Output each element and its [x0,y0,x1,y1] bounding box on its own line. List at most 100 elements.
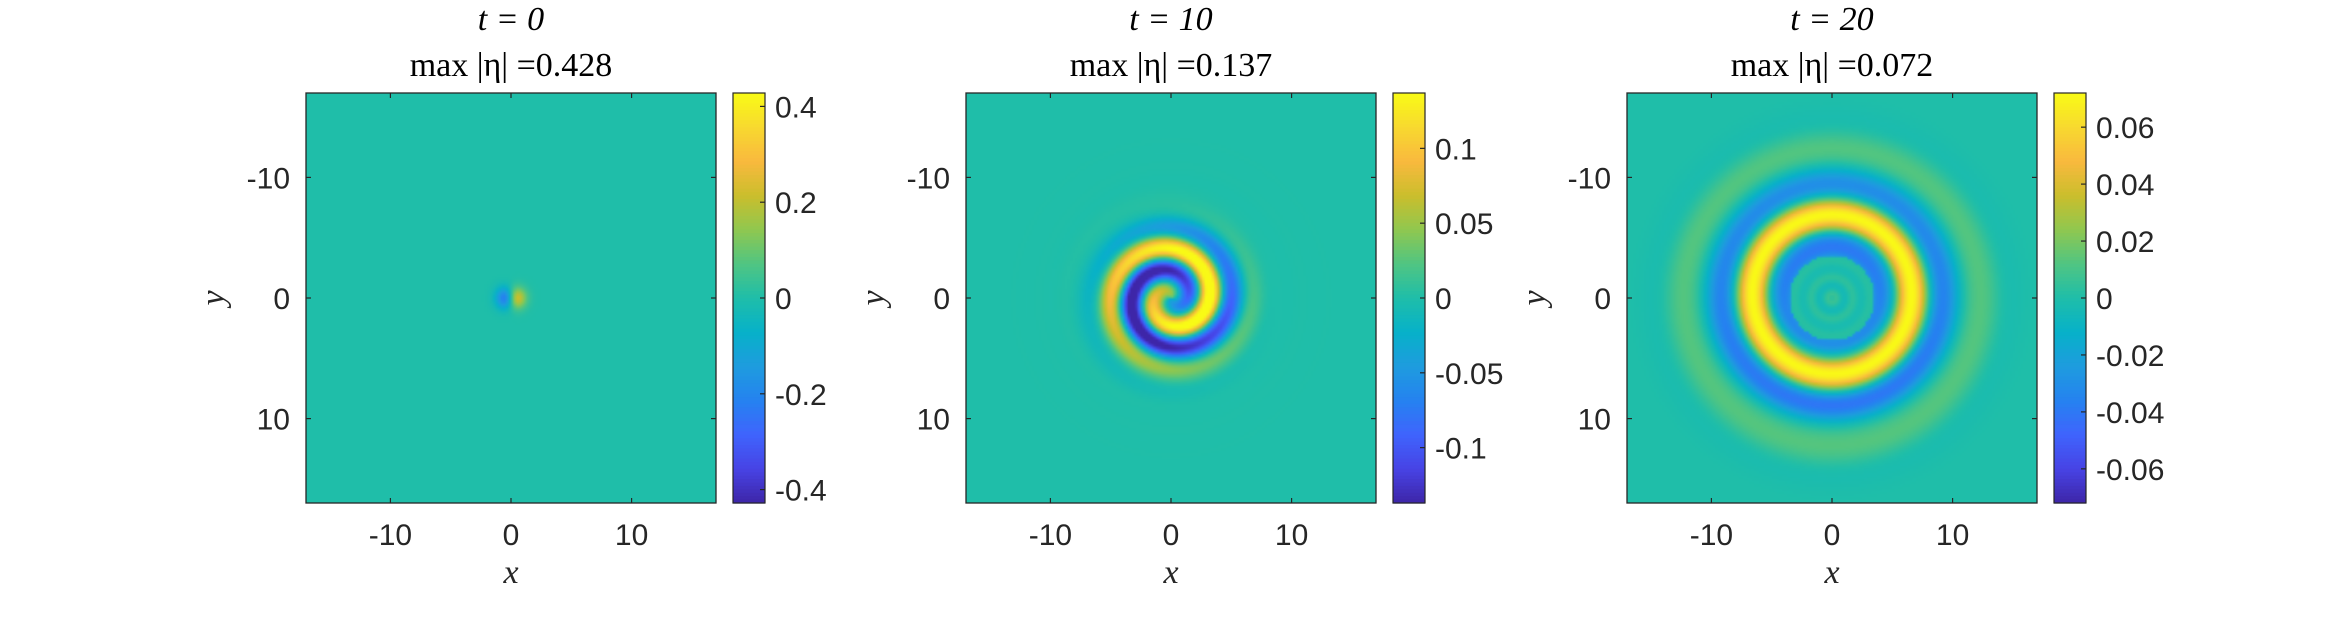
colorbar-tick-label: 0 [2096,283,2113,316]
colorbar-segment [1393,161,1425,166]
colorbar-segment [1393,280,1425,285]
y-axis-label: y [195,290,232,309]
colorbar-segment [2054,168,2086,173]
colorbar-segment [2054,270,2086,275]
colorbar-segment [2054,106,2086,111]
colorbar-segment [2054,335,2086,340]
colorbar-segment [2054,339,2086,344]
colorbar-segment [733,482,765,487]
colorbar-segment [733,168,765,173]
colorbar-segment [1393,321,1425,326]
colorbar-segment [733,328,765,333]
colorbar-segment [2054,417,2086,422]
colorbar-segment [733,342,765,347]
colorbar-segment [733,216,765,221]
colorbar-segment [1393,93,1425,98]
y-tick-label: -10 [247,162,290,195]
colorbar-segment [2054,328,2086,333]
colorbar-segment [2054,219,2086,224]
colorbar-segment [1393,352,1425,357]
colorbar-segment [733,356,765,361]
y-tick-label: 0 [1594,283,1611,316]
x-tick-label: 0 [1824,519,1841,552]
colorbar-segment [733,496,765,501]
colorbar-segment [733,294,765,299]
colorbar-segment [2054,496,2086,501]
colorbar-segment [2054,154,2086,159]
colorbar-segment [1393,233,1425,238]
colorbar-segment [1393,151,1425,156]
colorbar-tick-label: -0.4 [775,475,827,508]
colorbar-segment [733,185,765,190]
colorbar-segment [733,202,765,207]
panel-2: -10 0 10 -10 0 10 x y t = 20 max |η| =0.072 0.06 0.… [1516,1,2164,591]
colorbar-segment [733,233,765,238]
colorbar-segment [733,181,765,186]
colorbar-segment [733,99,765,104]
colorbar-segment [1393,267,1425,272]
x-axis-label: x [502,554,518,591]
colorbar-segment [1393,407,1425,412]
colorbar-segment [2054,438,2086,443]
colorbar-segment [1393,284,1425,289]
colorbar-segment [733,161,765,166]
colorbar-segment [1393,359,1425,364]
colorbar-segment [2054,116,2086,121]
colorbar-segment [1393,123,1425,128]
colorbar-segment [2054,137,2086,142]
colorbar-segment [2054,315,2086,320]
colorbar-segment [733,318,765,323]
colorbar-segment [733,479,765,484]
colorbar-segment [1393,410,1425,415]
colorbar-segment [2054,185,2086,190]
colorbar-segment [1393,383,1425,388]
colorbar-segment [733,390,765,395]
colorbar-segment [733,120,765,125]
colorbar-segment [2054,376,2086,381]
colorbar-segment [1393,103,1425,108]
colorbar-segment [2054,321,2086,326]
colorbar-segment [733,410,765,415]
colorbar-segment [1393,332,1425,337]
colorbar-segment [1393,417,1425,422]
colorbar-segment [733,448,765,453]
colorbar-segment [1393,424,1425,429]
colorbar-segment [1393,120,1425,125]
colorbar-segment [1393,253,1425,258]
y-tick-label: -10 [1568,162,1611,195]
x-tick-label: -10 [1690,519,1733,552]
colorbar-segment [2054,147,2086,152]
colorbar-segment [733,332,765,337]
colorbar-segment [733,243,765,248]
colorbar-segment [733,485,765,490]
colorbar-segment [2054,233,2086,238]
colorbar-segment [733,434,765,439]
colorbar-segment [733,499,765,504]
colorbar-segment [1393,147,1425,152]
colorbar-segment [1393,144,1425,149]
panel-title: t = 20 [1790,1,1873,38]
colorbar-segment [733,144,765,149]
colorbar-segment [1393,414,1425,419]
colorbar-segment [2054,134,2086,139]
colorbar-segment [2054,390,2086,395]
colorbar-segment [2054,441,2086,446]
colorbar-segment [733,192,765,197]
panel-title: t = 0 [478,1,544,38]
colorbar-segment [733,171,765,176]
colorbar-segment [733,424,765,429]
colorbar-segment [733,414,765,419]
colorbar-segment [2054,311,2086,316]
colorbar-segment [733,250,765,255]
colorbar-segment [733,397,765,402]
colorbar-segment [733,455,765,460]
colorbar-segment [1393,472,1425,477]
y-tick-label: 0 [273,283,290,316]
colorbar-segment [2054,216,2086,221]
colorbar-segment [2054,444,2086,449]
colorbar-segment [1393,492,1425,497]
y-axis-label: y [855,290,892,309]
colorbar-tick-label: -0.06 [2096,454,2164,487]
colorbar-segment [1393,212,1425,217]
